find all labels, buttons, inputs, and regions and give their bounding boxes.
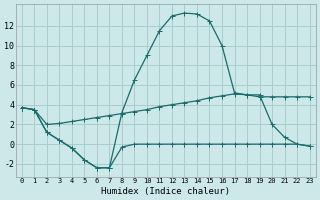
- X-axis label: Humidex (Indice chaleur): Humidex (Indice chaleur): [101, 187, 230, 196]
